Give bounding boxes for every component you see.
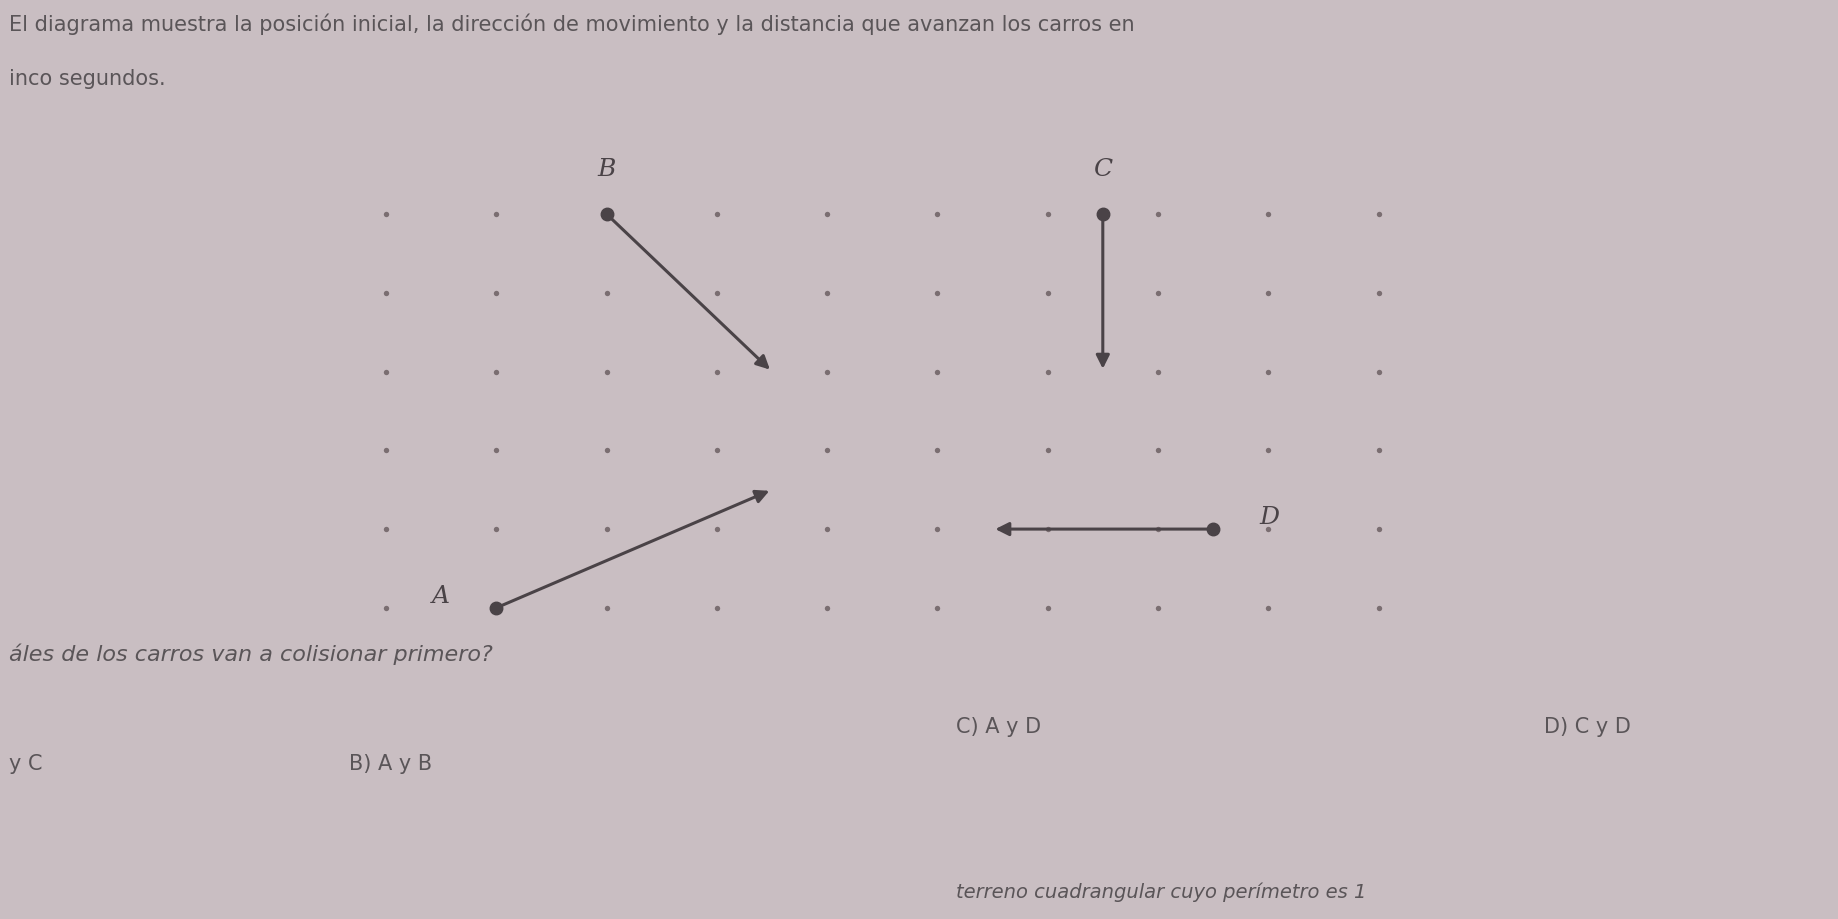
Point xyxy=(1254,600,1283,615)
Point xyxy=(1033,522,1062,537)
Text: B) A y B: B) A y B xyxy=(349,754,432,774)
Text: A: A xyxy=(432,584,450,607)
Point xyxy=(812,364,842,379)
Point xyxy=(812,522,842,537)
Point xyxy=(592,600,621,615)
Point xyxy=(1364,600,1393,615)
Point xyxy=(1033,207,1062,221)
Point xyxy=(1143,364,1173,379)
Point xyxy=(1143,207,1173,221)
Point xyxy=(482,364,511,379)
Point xyxy=(923,522,952,537)
Point xyxy=(923,207,952,221)
Point xyxy=(482,286,511,301)
Point xyxy=(1143,286,1173,301)
Point xyxy=(1033,286,1062,301)
Text: D) C y D: D) C y D xyxy=(1544,717,1630,737)
Point xyxy=(923,443,952,458)
Point xyxy=(592,207,621,221)
Point xyxy=(702,286,732,301)
Point xyxy=(812,443,842,458)
Text: C: C xyxy=(1094,158,1112,181)
Point xyxy=(923,600,952,615)
Point xyxy=(1254,522,1283,537)
Point xyxy=(1143,600,1173,615)
Point xyxy=(592,443,621,458)
Point xyxy=(1254,443,1283,458)
Point xyxy=(923,286,952,301)
Point xyxy=(702,600,732,615)
Point xyxy=(812,207,842,221)
Text: El diagrama muestra la posición inicial, la dirección de movimiento y la distanc: El diagrama muestra la posición inicial,… xyxy=(9,14,1134,35)
Point xyxy=(812,286,842,301)
Point xyxy=(371,600,401,615)
Point xyxy=(482,600,511,615)
Point xyxy=(1033,600,1062,615)
Point xyxy=(1364,522,1393,537)
Point xyxy=(812,600,842,615)
Point xyxy=(1254,286,1283,301)
Point xyxy=(1364,364,1393,379)
Point xyxy=(1143,443,1173,458)
Point xyxy=(371,522,401,537)
Point xyxy=(592,522,621,537)
Point xyxy=(371,207,401,221)
Point xyxy=(371,364,401,379)
Text: C) A y D: C) A y D xyxy=(956,717,1040,737)
Point xyxy=(371,286,401,301)
Point xyxy=(1033,443,1062,458)
Text: inco segundos.: inco segundos. xyxy=(9,69,165,89)
Point xyxy=(702,207,732,221)
Point xyxy=(923,364,952,379)
Text: D: D xyxy=(1259,506,1279,529)
Point xyxy=(1254,364,1283,379)
Point xyxy=(702,443,732,458)
Point xyxy=(1033,364,1062,379)
Point xyxy=(482,207,511,221)
Point xyxy=(1364,207,1393,221)
Point xyxy=(1364,443,1393,458)
Point xyxy=(1254,207,1283,221)
Point xyxy=(592,286,621,301)
Point xyxy=(702,364,732,379)
Point xyxy=(482,443,511,458)
Text: terreno cuadrangular cuyo perímetro es 1: terreno cuadrangular cuyo perímetro es 1 xyxy=(956,882,1366,902)
Point xyxy=(1143,522,1173,537)
Point xyxy=(1364,286,1393,301)
Text: áles de los carros van a colisionar primero?: áles de los carros van a colisionar prim… xyxy=(9,643,493,664)
Point xyxy=(371,443,401,458)
Text: B: B xyxy=(597,158,616,181)
Point xyxy=(702,522,732,537)
Text: y C: y C xyxy=(9,754,42,774)
Point xyxy=(482,522,511,537)
Point xyxy=(592,364,621,379)
